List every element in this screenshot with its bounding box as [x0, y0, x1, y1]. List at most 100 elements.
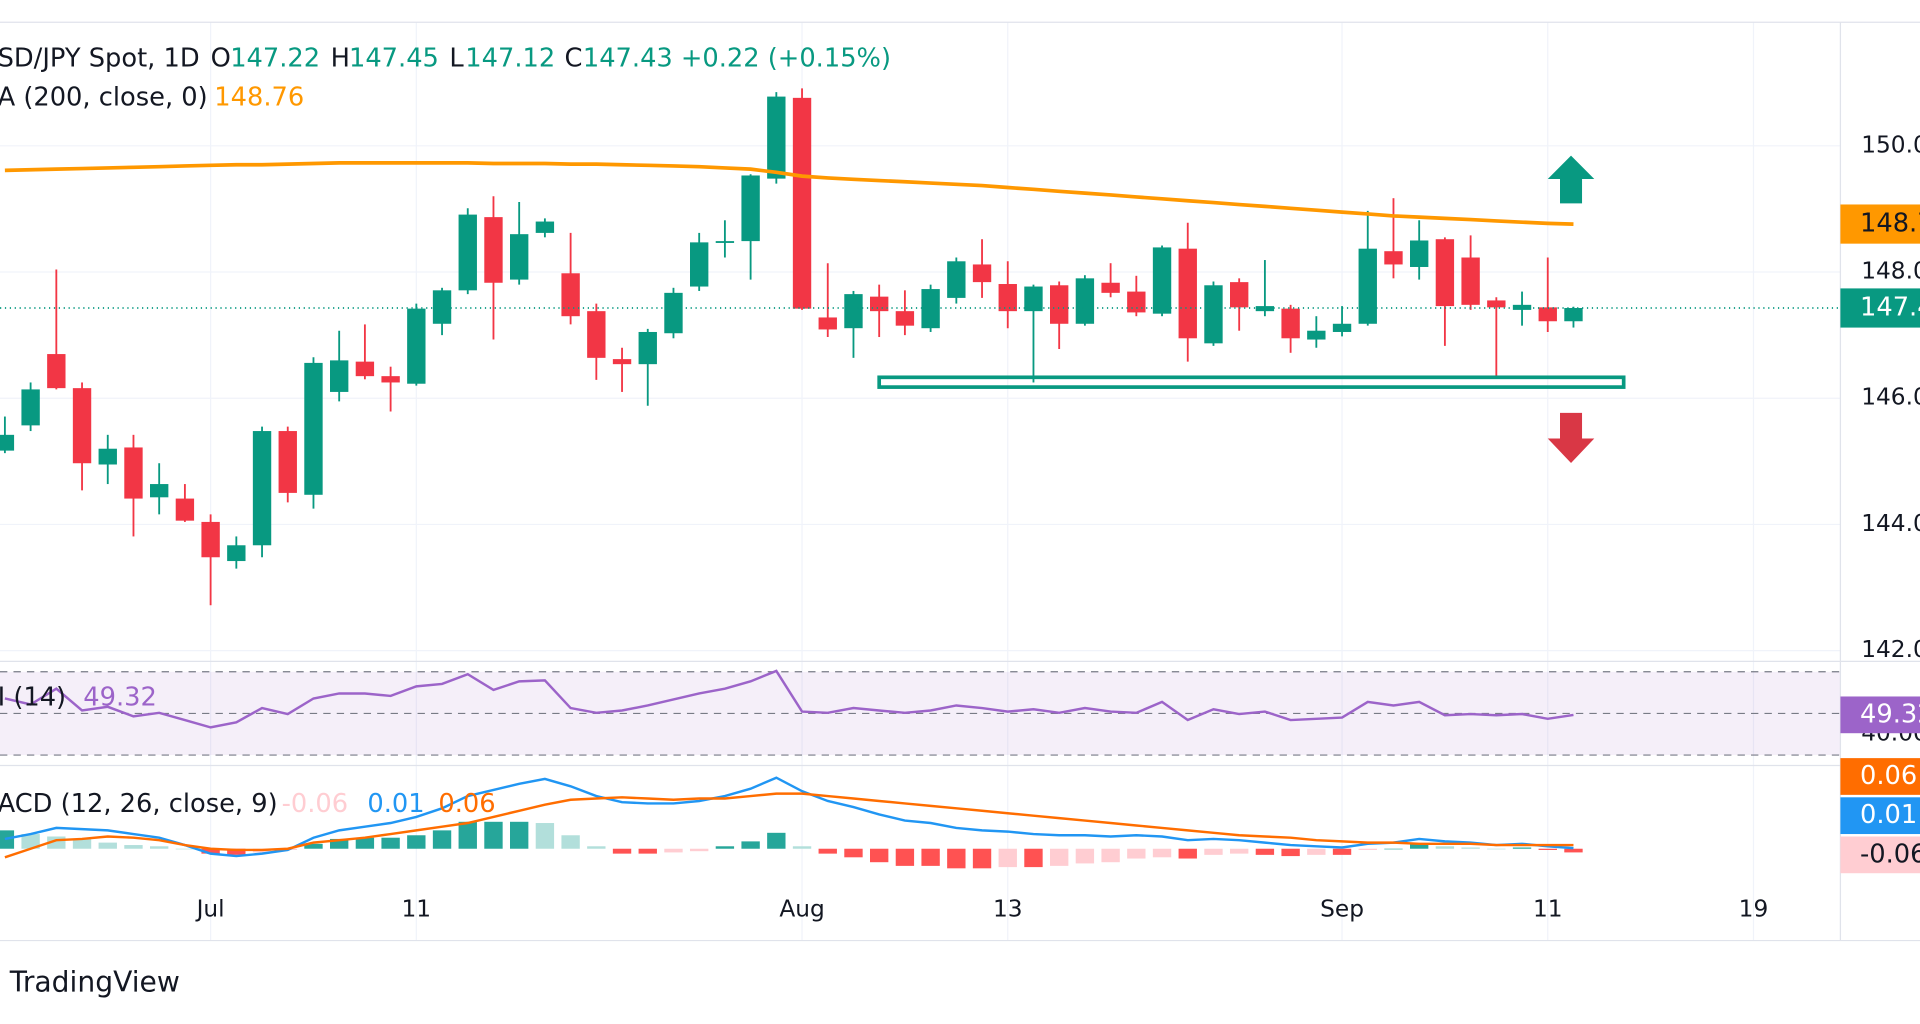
- macd-hist-bar: [510, 821, 529, 849]
- x-tick-label: 19: [1739, 895, 1769, 922]
- macd-hist-bar: [690, 848, 709, 852]
- macd-hist-bar: [1538, 848, 1557, 850]
- candle-body: [792, 97, 812, 309]
- macd-hist-bar: [1024, 848, 1043, 868]
- candle-body: [150, 484, 169, 498]
- ohlc-value: 147.43: [583, 43, 673, 73]
- y-tick-label: 146.0: [1861, 384, 1920, 411]
- candle-body: [587, 311, 606, 358]
- macd-hist-bar: [21, 834, 40, 849]
- macd-line: [4, 776, 1574, 858]
- macd-tag: [1840, 758, 1920, 795]
- macd-hist-bar: [304, 843, 323, 849]
- macd-hist-bar: [947, 848, 966, 869]
- y-tick-label: 144.0: [1861, 510, 1920, 537]
- macd-hist-bar: [407, 835, 426, 849]
- candle-body: [1410, 240, 1429, 267]
- macd-hist-bar: [1435, 846, 1455, 849]
- candle-body: [664, 292, 683, 334]
- rsi-tag-text: 49.32: [1860, 699, 1920, 729]
- candle-body: [612, 359, 632, 365]
- macd-tag: [1840, 797, 1920, 835]
- macd-hist-bar: [1384, 848, 1403, 850]
- ohlc-key: C: [564, 43, 582, 73]
- candle-body: [98, 448, 117, 465]
- candle-body: [72, 388, 92, 464]
- macd-hist-bar: [921, 848, 940, 866]
- ma-value: 148.76: [214, 83, 304, 113]
- x-tick-label: 11: [1533, 895, 1563, 922]
- macd-hist-bar: [972, 848, 992, 869]
- macd-hist-bar: [1564, 848, 1583, 853]
- candle-body: [278, 431, 297, 493]
- change: +0.22 (+0.15%): [681, 43, 891, 73]
- macd-hist-bar: [175, 848, 195, 850]
- macd-hist-bar: [150, 846, 169, 849]
- candle-body: [1564, 307, 1583, 322]
- candle-body: [0, 434, 15, 451]
- macd-hist-bar: [1410, 843, 1429, 849]
- candle-body: [870, 296, 889, 312]
- ma-title: A (200, close, 0): [0, 83, 208, 113]
- candle-body: [690, 242, 709, 287]
- x-tick-label: Jul: [195, 895, 225, 922]
- candle-body: [1461, 257, 1480, 305]
- candle-body: [47, 354, 66, 389]
- macd-title: ACD (12, 26, close, 9): [0, 789, 278, 819]
- macd-hist-bar: [355, 837, 375, 849]
- candle-body: [1204, 285, 1223, 344]
- down-arrow: [1547, 412, 1595, 464]
- y-tick-label: 150.0: [1861, 131, 1920, 158]
- macd-hist-bar: [844, 848, 863, 858]
- candle-body: [201, 521, 220, 558]
- y-tick-label: 142.0: [1861, 636, 1920, 663]
- ma-line: [4, 161, 1574, 226]
- macd-hist-bar: [227, 848, 246, 855]
- ma-price-tag-text: 148.76: [1860, 209, 1920, 239]
- macd-signal-value: 0.06: [438, 789, 495, 819]
- macd-tag: [1840, 836, 1920, 874]
- ohlc-value: 147.22: [230, 43, 320, 73]
- candle-body: [304, 362, 323, 495]
- candle-body: [1255, 306, 1275, 312]
- candle-body: [561, 273, 580, 317]
- macd-hist-bar: [1281, 848, 1300, 857]
- y-tick-label: 148.0: [1861, 258, 1920, 285]
- candle-body: [175, 498, 195, 521]
- candle-body: [458, 214, 477, 291]
- candle-body: [972, 264, 992, 283]
- candle-body: [1230, 282, 1249, 308]
- candle-body: [432, 290, 452, 324]
- candle-body: [1384, 251, 1403, 265]
- rsi-title: I (14): [0, 683, 66, 713]
- candle-body: [1024, 286, 1043, 312]
- candle-body: [355, 361, 375, 377]
- candle-body: [510, 234, 529, 280]
- macd-hist-bar: [330, 838, 349, 849]
- macd-tag-text: 0.01: [1860, 800, 1917, 830]
- candle-body: [330, 360, 349, 392]
- macd-hist-bar: [432, 830, 452, 849]
- macd-hist-bar: [792, 846, 812, 849]
- x-tick-label: 13: [993, 895, 1023, 922]
- macd-hist-bar: [895, 848, 915, 866]
- ohlc-value: 147.12: [465, 43, 555, 73]
- candle-body: [252, 431, 272, 546]
- brand: TradingView: [9, 965, 180, 998]
- macd-hist-bar: [1487, 848, 1506, 850]
- macd-hist-bar: [381, 837, 400, 849]
- macd-line: [4, 792, 1574, 859]
- macd-hist-bar: [1512, 847, 1532, 849]
- x-tick-label: Aug: [779, 895, 824, 922]
- candle-body: [1178, 248, 1197, 339]
- candle-body: [1538, 307, 1557, 322]
- candle-body: [1152, 247, 1172, 314]
- x-tick-label: Sep: [1320, 895, 1364, 922]
- labels: SD/JPY Spot, 1D O 147.22 H 147.45 L 147.…: [0, 43, 1920, 998]
- up-arrow: [1547, 155, 1595, 204]
- macd-tag-text: 0.06: [1860, 761, 1917, 791]
- macd-hist-bar: [458, 821, 477, 849]
